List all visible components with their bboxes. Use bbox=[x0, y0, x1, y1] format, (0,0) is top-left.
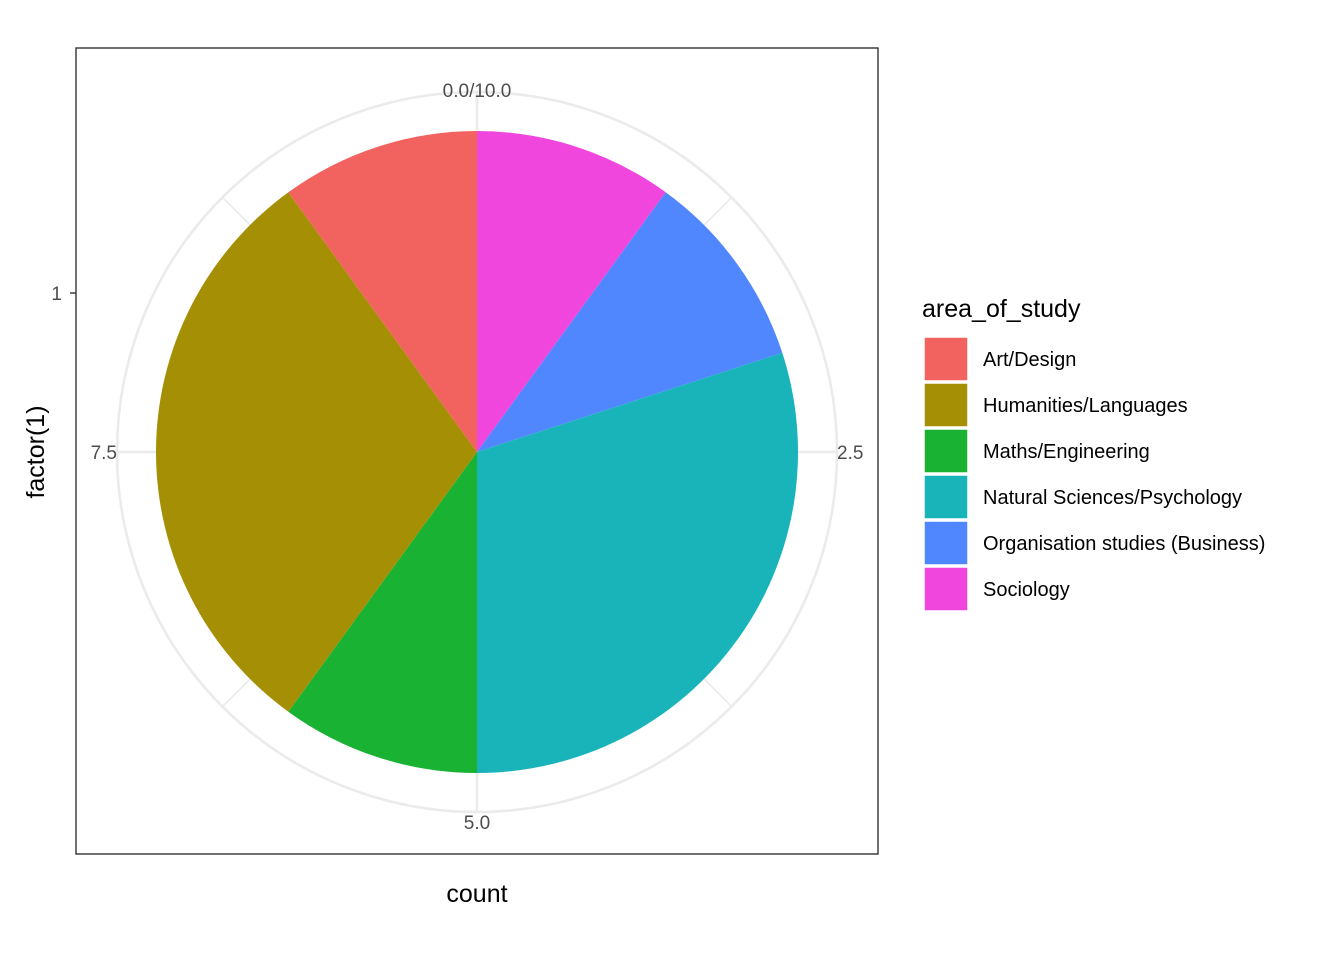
pie-slice-natural-sciences-psychology bbox=[477, 352, 798, 773]
pie-slice-sociology bbox=[477, 131, 666, 452]
legend-label-maths-engineering: Maths/Engineering bbox=[983, 441, 1150, 463]
pie-slice-organisation-studies-business bbox=[477, 192, 783, 452]
legend-label-sociology: Sociology bbox=[983, 579, 1070, 601]
pie-slice-humanities-languages bbox=[155, 192, 478, 712]
legend-title: area_of_study bbox=[922, 295, 1081, 323]
pie-slice-art-design bbox=[288, 131, 477, 452]
legend-key-humanities-languages bbox=[923, 382, 969, 428]
slice-layer bbox=[155, 131, 798, 773]
theta-tick-label: 0.0/10.0 bbox=[443, 81, 512, 102]
legend-label-natural-sciences-psychology: Natural Sciences/Psychology bbox=[983, 487, 1242, 509]
legend-label-art-design: Art/Design bbox=[983, 349, 1076, 371]
y-axis-title: factor(1) bbox=[22, 405, 50, 498]
legend-key-art-design bbox=[923, 336, 969, 382]
theta-tick-label: 2.5 bbox=[837, 443, 863, 464]
legend-key-sociology bbox=[923, 566, 969, 612]
y-tick-label: 1 bbox=[51, 284, 62, 305]
tick-label-layer: 0.0/10.0 2.5 5.0 7.5 bbox=[91, 81, 864, 834]
legend-items: Art/Design Humanities/Languages Maths/Engi… bbox=[923, 336, 1265, 612]
legend-key-natural-sciences-psychology bbox=[923, 474, 969, 520]
pie-slice-maths-engineering bbox=[288, 452, 477, 773]
legend-key-maths-engineering bbox=[923, 428, 969, 474]
legend: area_of_study Art/Design Humanities/Langu… bbox=[922, 295, 1265, 612]
theta-tick-label: 5.0 bbox=[464, 813, 490, 834]
plot-panel-border bbox=[75, 47, 879, 855]
legend-key-organisation-studies-business bbox=[923, 520, 969, 566]
theta-tick-label: 7.5 bbox=[91, 443, 117, 464]
x-axis-title: count bbox=[446, 880, 507, 908]
legend-label-organisation-studies-business: Organisation studies (Business) bbox=[983, 533, 1265, 555]
legend-label-humanities-languages: Humanities/Languages bbox=[983, 395, 1188, 417]
